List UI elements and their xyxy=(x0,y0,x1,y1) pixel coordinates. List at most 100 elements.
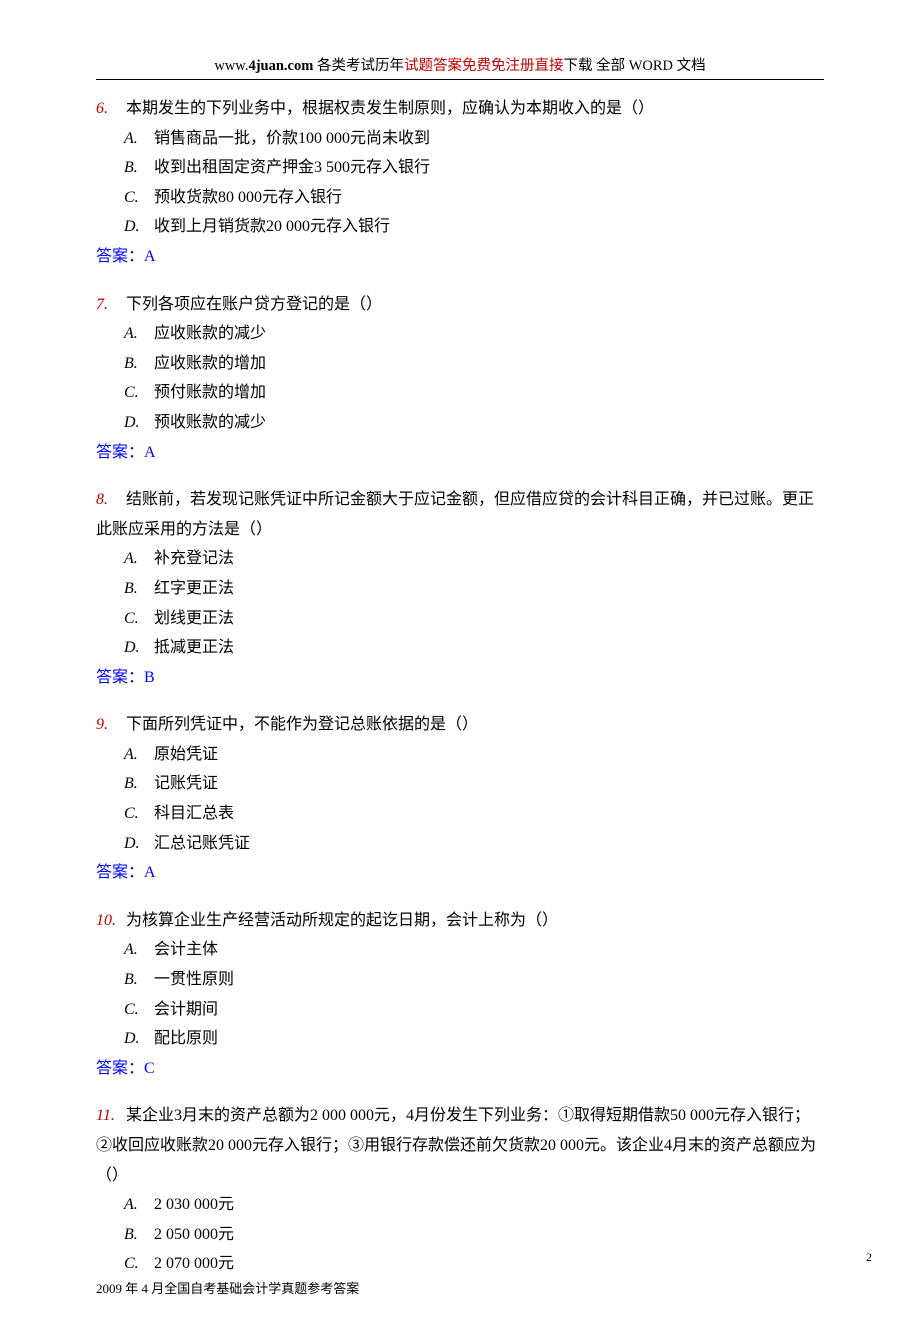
option-letter: B. xyxy=(124,1220,150,1250)
option-letter: D. xyxy=(124,212,150,242)
question-text: 下面所列凭证中，不能作为登记总账依据的是（） xyxy=(126,716,478,733)
option-text: 一贯性原则 xyxy=(154,971,234,988)
option-text: 抵减更正法 xyxy=(154,639,234,656)
option-letter: A. xyxy=(124,544,150,574)
answer-line: 答案：B xyxy=(96,663,824,693)
question-number: 8. xyxy=(96,485,122,515)
option-text: 2 070 000元 xyxy=(154,1255,234,1272)
answer-line: 答案：A xyxy=(96,242,824,272)
option-letter: D. xyxy=(124,408,150,438)
option-line: B. 2 050 000元 xyxy=(96,1220,824,1250)
option-line: B. 收到出租固定资产押金3 500元存入银行 xyxy=(96,153,824,183)
question-number: 6. xyxy=(96,94,122,124)
option-text: 红字更正法 xyxy=(154,580,234,597)
option-text: 销售商品一批，价款100 000元尚未收到 xyxy=(154,130,430,147)
question-stem: 7. 下列各项应在账户贷方登记的是（） xyxy=(96,290,824,320)
question-text: 某企业3月末的资产总额为2 000 000元，4月份发生下列业务：①取得短期借款… xyxy=(96,1107,816,1183)
option-letter: D. xyxy=(124,633,150,663)
question-text: 本期发生的下列业务中，根据权责发生制原则，应确认为本期收入的是（） xyxy=(126,100,654,117)
option-line: A. 会计主体 xyxy=(96,935,824,965)
option-text: 2 050 000元 xyxy=(154,1226,234,1243)
option-line: B. 红字更正法 xyxy=(96,574,824,604)
question-text: 结账前，若发现记账凭证中所记金额大于应记金额，但应借应贷的会计科目正确，并已过账… xyxy=(96,491,814,538)
header-red: 试题答案免费免注册直接 xyxy=(404,58,564,74)
option-letter: C. xyxy=(124,1249,150,1279)
question-number: 7. xyxy=(96,290,122,320)
header-pre: www. xyxy=(214,58,248,74)
option-line: D. 预收账款的减少 xyxy=(96,408,824,438)
option-text: 预收账款的减少 xyxy=(154,414,266,431)
option-line: C. 预付账款的增加 xyxy=(96,378,824,408)
option-line: A. 补充登记法 xyxy=(96,544,824,574)
option-text: 补充登记法 xyxy=(154,550,234,567)
option-letter: B. xyxy=(124,349,150,379)
option-line: B. 一贯性原则 xyxy=(96,965,824,995)
option-line: D. 收到上月销货款20 000元存入银行 xyxy=(96,212,824,242)
option-line: D. 抵减更正法 xyxy=(96,633,824,663)
option-line: B. 应收账款的增加 xyxy=(96,349,824,379)
question-block: 8. 结账前，若发现记账凭证中所记金额大于应记金额，但应借应贷的会计科目正确，并… xyxy=(96,485,824,692)
question-number: 10. xyxy=(96,906,122,936)
answer-line: 答案：C xyxy=(96,1054,824,1084)
option-letter: A. xyxy=(124,1190,150,1220)
option-line: A. 销售商品一批，价款100 000元尚未收到 xyxy=(96,124,824,154)
option-text: 收到出租固定资产押金3 500元存入银行 xyxy=(154,159,430,176)
option-letter: B. xyxy=(124,574,150,604)
question-stem: 6. 本期发生的下列业务中，根据权责发生制原则，应确认为本期收入的是（） xyxy=(96,94,824,124)
option-line: A. 2 030 000元 xyxy=(96,1190,824,1220)
header-domain: 4juan.com xyxy=(248,58,313,74)
option-line: B. 记账凭证 xyxy=(96,769,824,799)
option-letter: A. xyxy=(124,319,150,349)
option-letter: D. xyxy=(124,829,150,859)
question-text: 为核算企业生产经营活动所规定的起讫日期，会计上称为（） xyxy=(126,912,558,929)
question-number: 9. xyxy=(96,710,122,740)
option-line: A. 应收账款的减少 xyxy=(96,319,824,349)
option-letter: A. xyxy=(124,124,150,154)
option-letter: C. xyxy=(124,183,150,213)
question-stem: 11. 某企业3月末的资产总额为2 000 000元，4月份发生下列业务：①取得… xyxy=(96,1101,824,1190)
option-text: 记账凭证 xyxy=(154,775,218,792)
option-letter: A. xyxy=(124,740,150,770)
option-line: D. 配比原则 xyxy=(96,1024,824,1054)
option-letter: B. xyxy=(124,769,150,799)
option-letter: D. xyxy=(124,1024,150,1054)
question-block: 11. 某企业3月末的资产总额为2 000 000元，4月份发生下列业务：①取得… xyxy=(96,1101,824,1279)
option-text: 划线更正法 xyxy=(154,610,234,627)
option-line: C. 划线更正法 xyxy=(96,604,824,634)
page: www.4juan.com 各类考试历年试题答案免费免注册直接下载 全部 WOR… xyxy=(0,0,920,1337)
option-text: 会计期间 xyxy=(154,1001,218,1018)
option-text: 应收账款的减少 xyxy=(154,325,266,342)
option-letter: B. xyxy=(124,153,150,183)
option-text: 应收账款的增加 xyxy=(154,355,266,372)
option-line: C. 会计期间 xyxy=(96,995,824,1025)
question-block: 7. 下列各项应在账户贷方登记的是（）A. 应收账款的减少B. 应收账款的增加C… xyxy=(96,290,824,468)
footer-right: 2 xyxy=(866,1250,872,1265)
option-letter: C. xyxy=(124,799,150,829)
option-text: 预收货款80 000元存入银行 xyxy=(154,189,342,206)
option-letter: C. xyxy=(124,995,150,1025)
option-text: 汇总记账凭证 xyxy=(154,835,250,852)
option-text: 预付账款的增加 xyxy=(154,384,266,401)
option-text: 原始凭证 xyxy=(154,746,218,763)
header-mid2: 下载 全部 WORD 文档 xyxy=(563,58,705,74)
question-block: 6. 本期发生的下列业务中，根据权责发生制原则，应确认为本期收入的是（）A. 销… xyxy=(96,94,824,272)
question-text: 下列各项应在账户贷方登记的是（） xyxy=(126,296,382,313)
option-line: C. 预收货款80 000元存入银行 xyxy=(96,183,824,213)
question-stem: 8. 结账前，若发现记账凭证中所记金额大于应记金额，但应借应贷的会计科目正确，并… xyxy=(96,485,824,544)
option-line: D. 汇总记账凭证 xyxy=(96,829,824,859)
header-mid1: 各类考试历年 xyxy=(313,58,404,74)
question-block: 10. 为核算企业生产经营活动所规定的起讫日期，会计上称为（）A. 会计主体B.… xyxy=(96,906,824,1084)
option-line: A. 原始凭证 xyxy=(96,740,824,770)
option-letter: C. xyxy=(124,378,150,408)
option-text: 2 030 000元 xyxy=(154,1196,234,1213)
option-text: 会计主体 xyxy=(154,941,218,958)
question-block: 9. 下面所列凭证中，不能作为登记总账依据的是（）A. 原始凭证B. 记账凭证C… xyxy=(96,710,824,888)
option-line: C. 2 070 000元 xyxy=(96,1249,824,1279)
option-text: 收到上月销货款20 000元存入银行 xyxy=(154,218,390,235)
answer-line: 答案：A xyxy=(96,438,824,468)
question-stem: 9. 下面所列凭证中，不能作为登记总账依据的是（） xyxy=(96,710,824,740)
question-stem: 10. 为核算企业生产经营活动所规定的起讫日期，会计上称为（） xyxy=(96,906,824,936)
page-header: www.4juan.com 各类考试历年试题答案免费免注册直接下载 全部 WOR… xyxy=(96,54,824,80)
answer-line: 答案：A xyxy=(96,858,824,888)
question-number: 11. xyxy=(96,1101,122,1131)
